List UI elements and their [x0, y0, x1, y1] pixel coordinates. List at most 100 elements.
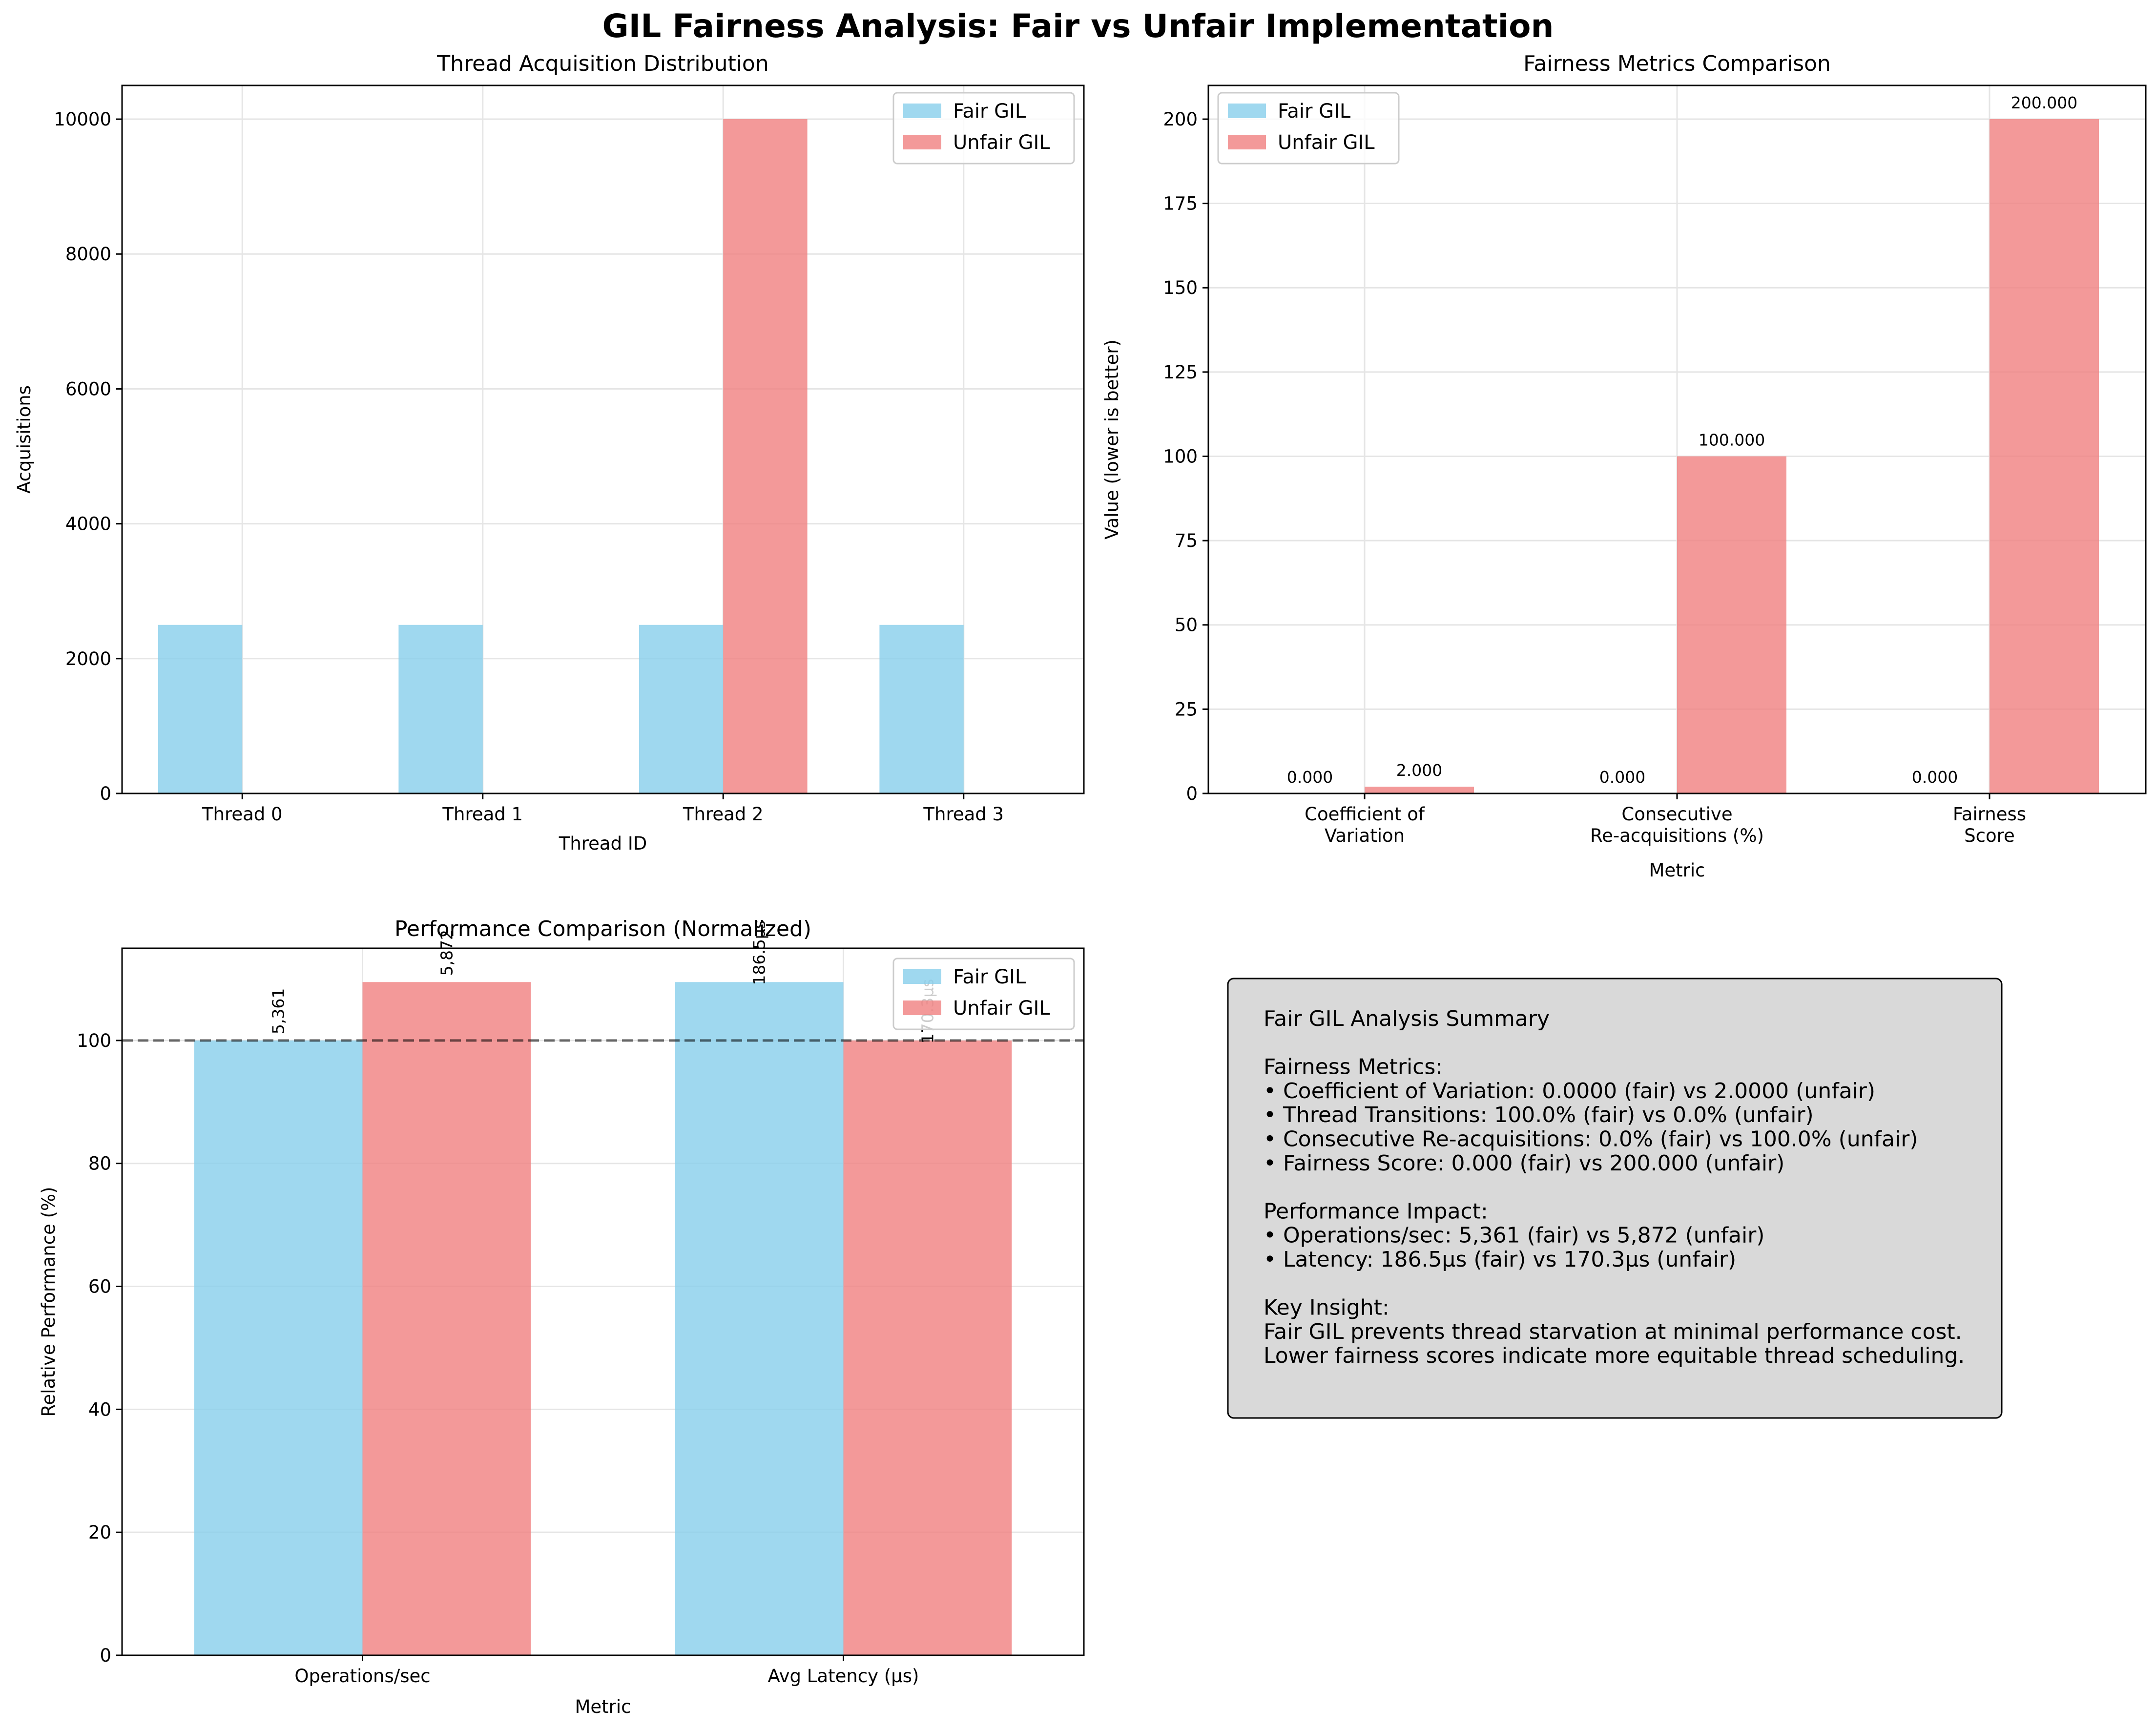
x-axis-label: Metric: [575, 1696, 631, 1717]
x-tick-label: Thread 0: [202, 804, 283, 825]
x-axis-label: Metric: [1649, 860, 1705, 881]
legend-label: Unfair GIL: [953, 131, 1050, 154]
summary-line: • Operations/sec: 5,361 (fair) vs 5,872 …: [1264, 1223, 1764, 1248]
axes-title: Thread Acquisition Distribution: [436, 51, 769, 76]
legend: Fair GIL Unfair GIL: [892, 92, 1075, 165]
y-tick-label: 75: [1175, 530, 1198, 551]
data-label: 200.000: [2011, 93, 2077, 112]
summary-lines: Fair GIL Analysis Summary Fairness Metric…: [1264, 1006, 1965, 1368]
legend-swatch-fair: [903, 969, 941, 984]
legend: Fair GIL Unfair GIL: [892, 958, 1075, 1030]
y-tick-label: 100: [77, 1030, 111, 1051]
legend-label: Unfair GIL: [953, 997, 1050, 1020]
y-tick-label: 0: [1186, 783, 1198, 804]
bar-fair-3: [879, 625, 964, 793]
y-tick-label: 50: [1175, 615, 1198, 636]
data-label: 0.000: [1599, 768, 1645, 787]
acquisition-chart: 0 2000 4000 6000 8000 10000 Thread 0 Thread 1 Th…: [14, 51, 1085, 854]
summary-line: Lower fairness scores indicate more equi…: [1264, 1343, 1965, 1368]
y-tick-label: 80: [88, 1153, 111, 1174]
bar-unfair-0: [1365, 787, 1474, 793]
legend-label: Unfair GIL: [1278, 131, 1375, 154]
axes-title: Fairness Metrics Comparison: [1523, 51, 1831, 76]
axes-frame: [121, 84, 1085, 794]
fairness-metrics-chart: 0.000 0.000 0.000 2.000 100.000 200.000 0 25 50 7…: [1101, 51, 2147, 881]
summary-line: Performance Impact:: [1264, 1199, 1488, 1224]
y-tick-label: 4000: [65, 514, 111, 535]
data-label: 5,361: [269, 988, 288, 1034]
summary-line: • Consecutive Re-acquisitions: 0.0% (fai…: [1264, 1127, 1918, 1152]
x-tick-label: Score: [1964, 825, 2015, 846]
bar-fair-0: [194, 1040, 363, 1655]
data-label: 186.5μs: [750, 920, 769, 985]
x-tick-label: Variation: [1325, 825, 1405, 846]
y-tick-label: 0: [100, 783, 111, 804]
bar-unfair-0: [362, 982, 531, 1655]
summary-line: • Latency: 186.5μs (fair) vs 170.3μs (un…: [1264, 1247, 1736, 1272]
x-tick-label: Coefficient of: [1305, 804, 1425, 825]
y-tick-label: 8000: [65, 244, 111, 265]
legend-swatch-unfair: [903, 135, 941, 149]
y-tick-label: 25: [1175, 699, 1198, 720]
x-axis-label: Thread ID: [559, 833, 647, 854]
summary-line: • Thread Transitions: 100.0% (fair) vs 0…: [1264, 1103, 1814, 1127]
bar-unfair-2: [1990, 119, 2099, 794]
x-tick-label: Operations/sec: [294, 1666, 430, 1687]
y-tick-label: 6000: [65, 378, 111, 399]
figure-title: GIL Fairness Analysis: Fair vs Unfair Im…: [602, 7, 1554, 45]
y-tick-label: 200: [1163, 109, 1198, 130]
legend-label: Fair GIL: [1278, 100, 1351, 123]
y-axis-label: Relative Performance (%): [38, 1187, 59, 1417]
data-label: 100.000: [1699, 431, 1765, 450]
summary-line: • Coefficient of Variation: 0.0000 (fair…: [1264, 1079, 1875, 1104]
x-tick-label: Thread 1: [442, 804, 523, 825]
data-label: 0.000: [1287, 768, 1333, 787]
bar-unfair-1: [1677, 456, 1786, 793]
bar-unfair-1: [843, 1040, 1012, 1655]
data-label: 0.000: [1912, 768, 1958, 787]
summary-box: Fair GIL Analysis Summary Fairness Metric…: [1227, 978, 2003, 1419]
axes-title: Performance Comparison (Normalized): [394, 917, 811, 941]
legend-swatch-fair: [1228, 104, 1266, 118]
legend: Fair GIL Unfair GIL: [1217, 92, 1400, 165]
legend-swatch-unfair: [1228, 135, 1266, 149]
y-tick-label: 150: [1163, 277, 1198, 298]
x-tick-label: Fairness: [1953, 804, 2026, 825]
y-tick-label: 40: [88, 1399, 111, 1420]
y-tick-label: 60: [88, 1276, 111, 1297]
legend-label: Fair GIL: [953, 966, 1026, 988]
y-tick-label: 20: [88, 1522, 111, 1543]
summary-line: Fair GIL Analysis Summary: [1264, 1006, 1550, 1031]
x-tick-label: Re-acquisitions (%): [1590, 825, 1764, 846]
performance-chart: 5,361186.5μs5,872170.3μs020406080100Oper…: [38, 917, 1085, 1717]
x-tick-label: Consecutive: [1621, 804, 1732, 825]
summary-line: • Fairness Score: 0.000 (fair) vs 200.00…: [1264, 1151, 1784, 1176]
legend-label: Fair GIL: [953, 100, 1026, 123]
bar-fair-1: [398, 625, 483, 793]
y-tick-label: 175: [1163, 193, 1198, 214]
legend-swatch-fair: [903, 104, 941, 118]
x-tick-label: Thread 2: [683, 804, 764, 825]
y-tick-label: 0: [100, 1645, 111, 1666]
summary-line: Fair GIL prevents thread starvation at m…: [1264, 1319, 1962, 1344]
x-tick-label: Avg Latency (μs): [768, 1666, 919, 1687]
data-label: 5,872: [437, 930, 456, 976]
y-tick-label: 125: [1163, 362, 1198, 383]
y-tick-label: 10000: [54, 109, 111, 130]
legend-swatch-unfair: [903, 1000, 941, 1015]
y-tick-label: 100: [1163, 446, 1198, 467]
y-axis-label: Acquisitions: [14, 385, 35, 494]
summary-line: Key Insight:: [1264, 1295, 1389, 1320]
data-label: 2.000: [1396, 761, 1442, 780]
y-tick-label: 2000: [65, 648, 111, 669]
bar-fair-0: [158, 625, 243, 793]
x-tick-label: Thread 3: [923, 804, 1004, 825]
y-axis-label: Value (lower is better): [1101, 339, 1122, 540]
summary-line: Fairness Metrics:: [1264, 1055, 1443, 1080]
bar-fair-2: [639, 625, 724, 793]
axes-frame: [121, 947, 1085, 1656]
bar-fair-1: [675, 982, 844, 1655]
summary-box-background: [1227, 978, 2003, 1419]
bar-unfair-2: [723, 119, 808, 794]
